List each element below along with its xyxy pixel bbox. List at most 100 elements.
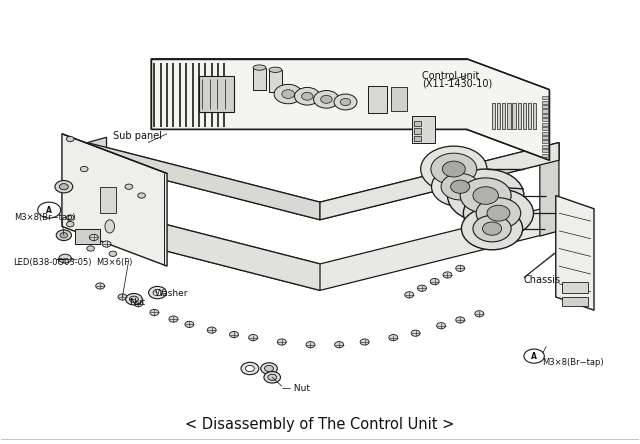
Bar <box>414 121 420 126</box>
Polygon shape <box>540 143 559 236</box>
Ellipse shape <box>253 65 266 70</box>
Circle shape <box>476 198 521 229</box>
Ellipse shape <box>105 220 115 233</box>
Circle shape <box>431 167 489 206</box>
Circle shape <box>294 87 320 105</box>
Circle shape <box>340 99 351 106</box>
Circle shape <box>102 241 111 247</box>
Text: Washer: Washer <box>154 289 188 298</box>
Bar <box>541 145 548 148</box>
Bar <box>414 128 420 134</box>
Circle shape <box>264 365 273 372</box>
Circle shape <box>87 246 95 251</box>
Bar <box>562 297 588 306</box>
Text: A: A <box>531 352 537 361</box>
Polygon shape <box>88 204 559 290</box>
Circle shape <box>436 323 445 329</box>
Circle shape <box>153 289 162 296</box>
Circle shape <box>134 301 143 307</box>
Bar <box>541 140 548 143</box>
Circle shape <box>334 94 357 110</box>
Bar <box>368 86 387 113</box>
Polygon shape <box>88 204 320 290</box>
Circle shape <box>524 349 544 363</box>
Bar <box>541 110 548 113</box>
Circle shape <box>431 153 477 185</box>
Polygon shape <box>151 59 549 160</box>
Bar <box>269 70 282 92</box>
Circle shape <box>473 215 511 242</box>
Circle shape <box>125 184 132 189</box>
Circle shape <box>268 374 276 381</box>
Circle shape <box>487 205 510 221</box>
Bar <box>541 96 548 99</box>
Circle shape <box>473 187 499 204</box>
Circle shape <box>441 174 479 200</box>
Circle shape <box>463 189 534 238</box>
Circle shape <box>442 161 465 177</box>
Circle shape <box>109 251 116 257</box>
Bar <box>541 149 548 152</box>
Bar <box>492 103 495 129</box>
Text: LED(B38-0O03-05): LED(B38-0O03-05) <box>13 258 92 267</box>
Circle shape <box>460 178 511 213</box>
Circle shape <box>306 341 315 348</box>
Circle shape <box>456 317 465 323</box>
Text: Control unit: Control unit <box>422 71 479 81</box>
Circle shape <box>248 334 257 341</box>
Bar <box>562 282 588 293</box>
Circle shape <box>56 230 72 241</box>
Bar <box>541 127 548 130</box>
Circle shape <box>125 293 142 305</box>
Text: — Nut: — Nut <box>282 385 310 393</box>
Circle shape <box>90 234 99 241</box>
Bar <box>502 103 506 129</box>
Circle shape <box>138 193 145 198</box>
Text: M3×6(F): M3×6(F) <box>96 258 132 267</box>
Circle shape <box>411 330 420 336</box>
Circle shape <box>404 292 413 298</box>
Circle shape <box>118 294 127 300</box>
Bar <box>412 116 435 143</box>
Circle shape <box>417 285 426 291</box>
Circle shape <box>60 184 68 190</box>
Circle shape <box>360 339 369 345</box>
Bar <box>392 87 407 111</box>
Circle shape <box>264 372 280 383</box>
Text: A: A <box>46 206 52 214</box>
Ellipse shape <box>269 67 282 72</box>
Bar <box>533 103 536 129</box>
Polygon shape <box>88 143 320 220</box>
Bar <box>513 103 516 129</box>
Polygon shape <box>88 143 559 220</box>
Bar <box>199 76 234 112</box>
Circle shape <box>148 286 166 299</box>
Circle shape <box>59 254 72 263</box>
Circle shape <box>169 316 178 322</box>
Circle shape <box>81 166 88 172</box>
Circle shape <box>207 327 216 333</box>
Bar <box>523 103 526 129</box>
Polygon shape <box>320 143 559 220</box>
Bar <box>414 136 420 141</box>
Circle shape <box>185 321 194 328</box>
Bar <box>541 154 548 157</box>
Bar <box>75 229 100 244</box>
Bar <box>541 131 548 135</box>
Circle shape <box>389 334 397 341</box>
Bar <box>518 103 521 129</box>
Circle shape <box>274 84 302 104</box>
Text: M3×8(Br−tap): M3×8(Br−tap) <box>14 213 76 222</box>
Polygon shape <box>556 195 594 310</box>
Circle shape <box>335 341 344 348</box>
Bar <box>100 187 116 213</box>
Text: (X11-1430-10): (X11-1430-10) <box>422 78 492 88</box>
Bar <box>508 103 511 129</box>
Circle shape <box>420 146 487 192</box>
Circle shape <box>150 309 159 316</box>
Bar <box>528 103 531 129</box>
Circle shape <box>67 215 74 220</box>
Circle shape <box>67 222 74 227</box>
Bar <box>541 105 548 108</box>
Circle shape <box>67 136 74 142</box>
